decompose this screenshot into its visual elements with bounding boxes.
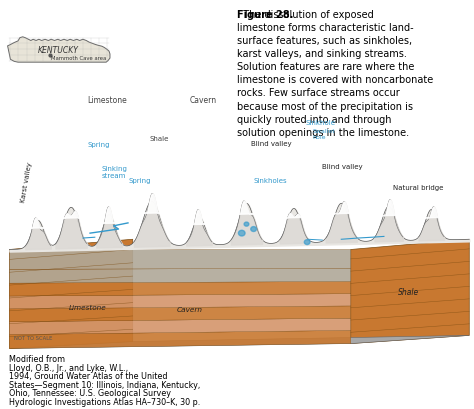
Text: Limestone: Limestone bbox=[69, 305, 107, 310]
Text: Limestone: Limestone bbox=[88, 96, 128, 105]
Text: Ohio, Tennessee: U.S. Geological Survey: Ohio, Tennessee: U.S. Geological Survey bbox=[9, 389, 172, 398]
Text: Blind valley: Blind valley bbox=[322, 164, 363, 170]
Text: Natural bridge: Natural bridge bbox=[393, 185, 444, 191]
Polygon shape bbox=[9, 306, 351, 322]
Polygon shape bbox=[9, 318, 351, 335]
Text: Swallet
hole: Swallet hole bbox=[313, 129, 336, 139]
Text: Mammoth Cave area: Mammoth Cave area bbox=[51, 56, 107, 61]
Polygon shape bbox=[9, 330, 351, 348]
Text: Cavern: Cavern bbox=[190, 96, 217, 105]
Text: KENTUCKY: KENTUCKY bbox=[37, 46, 78, 55]
Text: Sinkhole: Sinkhole bbox=[306, 120, 336, 126]
Circle shape bbox=[304, 240, 310, 245]
Text: Spring: Spring bbox=[129, 178, 151, 184]
Polygon shape bbox=[9, 335, 469, 348]
Circle shape bbox=[238, 230, 245, 236]
Text: Karst valley: Karst valley bbox=[20, 162, 33, 202]
Text: Spring: Spring bbox=[88, 142, 110, 148]
Text: NOT TO SCALE: NOT TO SCALE bbox=[14, 336, 53, 341]
Text: Shale: Shale bbox=[398, 288, 419, 297]
Polygon shape bbox=[9, 239, 133, 348]
Text: States—Segment 10: Illinois, Indiana, Kentucky,: States—Segment 10: Illinois, Indiana, Ke… bbox=[9, 381, 201, 390]
Text: Blind valley: Blind valley bbox=[251, 141, 292, 147]
Text: Shale: Shale bbox=[149, 136, 169, 142]
Polygon shape bbox=[9, 294, 351, 309]
Polygon shape bbox=[351, 239, 469, 344]
Text: Modified from: Modified from bbox=[9, 355, 65, 364]
Text: The dissolution of exposed
limestone forms characteristic land-
surface features: The dissolution of exposed limestone for… bbox=[237, 10, 433, 137]
Text: Sinkholes: Sinkholes bbox=[254, 178, 287, 184]
Text: Lloyd, O.B., Jr., and Lyke, W.L.,: Lloyd, O.B., Jr., and Lyke, W.L., bbox=[9, 364, 128, 373]
Polygon shape bbox=[9, 268, 351, 283]
Polygon shape bbox=[9, 249, 351, 269]
Text: Sinking
stream: Sinking stream bbox=[102, 166, 128, 179]
Text: Hydrologic Investigations Atlas HA–730–K, 30 p.: Hydrologic Investigations Atlas HA–730–K… bbox=[9, 398, 201, 407]
Polygon shape bbox=[8, 37, 110, 62]
Circle shape bbox=[244, 222, 249, 226]
Polygon shape bbox=[9, 281, 351, 296]
Text: Figure 28.: Figure 28. bbox=[237, 10, 293, 20]
Circle shape bbox=[251, 227, 256, 231]
Text: 1994, Ground Water Atlas of the United: 1994, Ground Water Atlas of the United bbox=[9, 372, 168, 381]
Text: Cavern: Cavern bbox=[177, 307, 202, 313]
